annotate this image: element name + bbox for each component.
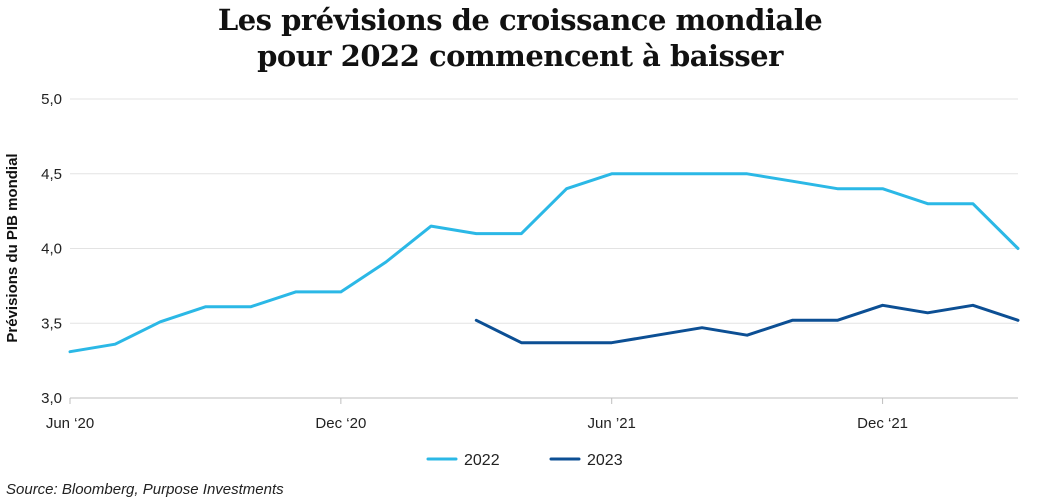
y-tick-label: 4,0 bbox=[41, 241, 62, 258]
chart-title-line-1: Les prévisions de croissance mondiale bbox=[217, 3, 823, 37]
y-tick-label: 3,0 bbox=[41, 390, 62, 407]
chart-title-line-2: pour 2022 commencent à baisser bbox=[257, 39, 783, 73]
series-line-2023 bbox=[474, 303, 1020, 345]
grid-lines bbox=[70, 98, 1018, 324]
legend: 2022 2023 bbox=[426, 452, 623, 469]
x-tick-label: Dec ‘20 bbox=[315, 415, 366, 432]
y-tick-label: 5,0 bbox=[41, 91, 62, 108]
x-tick-label: Jun ’21 bbox=[588, 415, 636, 432]
legend-label-2023: 2023 bbox=[587, 452, 623, 469]
y-tick-label: 4,5 bbox=[41, 166, 62, 183]
x-axis: Jun ‘20 Dec ‘20 Jun ’21 Dec ‘21 bbox=[46, 397, 1018, 432]
y-axis-ticks: 3,0 3,5 4,0 4,5 5,0 bbox=[41, 91, 62, 407]
y-axis-label: Prévisions du PIB mondial bbox=[4, 153, 21, 342]
series-lines bbox=[68, 172, 1020, 354]
x-tick-label: Jun ‘20 bbox=[46, 415, 94, 432]
chart-title: Les prévisions de croissance mondiale po… bbox=[0, 2, 1040, 74]
series-line-2022 bbox=[68, 172, 1020, 354]
x-tick-label: Dec ‘21 bbox=[857, 415, 908, 432]
legend-label-2022: 2022 bbox=[464, 452, 500, 469]
source-note: Source: Bloomberg, Purpose Investments bbox=[6, 481, 284, 498]
y-tick-label: 3,5 bbox=[41, 315, 62, 332]
